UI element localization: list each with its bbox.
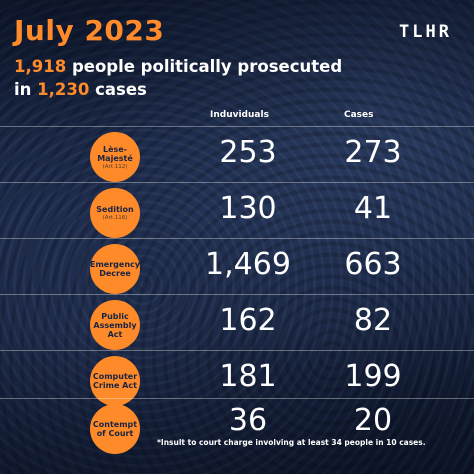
cases-value: 82 [353, 303, 393, 338]
row-public-assembly-act: Public Assembly Act 162 82 [0, 294, 474, 350]
individuals-value: 130 [219, 191, 277, 226]
subtitle-people: 1,918 people politically prosecuted [14, 57, 342, 76]
column-header-cases: Cases [344, 110, 374, 120]
category-label: Emergency Decree [90, 260, 140, 278]
subtitle-cases: in 1,230 cases [14, 80, 147, 99]
category-badge: Lèse- Majesté (Art.112) [90, 132, 140, 182]
category-badge: Public Assembly Act [90, 300, 140, 350]
individuals-value: 181 [219, 359, 277, 394]
row-computer-crime-act: Computer Crime Act 181 199 [0, 350, 474, 406]
people-count: 1,918 [14, 57, 67, 76]
category-badge: Sedition (Art.116) [90, 188, 140, 238]
tlhr-logo: TLHR [399, 22, 452, 42]
row-emergency-decree: Emergency Decree 1,469 663 [0, 238, 474, 294]
footnote: *Insult to court charge involving at lea… [157, 438, 426, 447]
individuals-value: 162 [219, 303, 277, 338]
cases-value: 663 [344, 247, 402, 282]
individuals-value: 1,469 [205, 247, 291, 282]
category-article: (Art.116) [102, 215, 128, 221]
page-title: July 2023 [14, 14, 165, 47]
cases-text: cases [89, 80, 147, 99]
row-contempt-of-court: Contempt of Court 36 20 [0, 398, 474, 454]
category-badge: Computer Crime Act [90, 356, 140, 406]
row-lese-majeste: Lèse- Majesté (Art.112) 253 273 [0, 126, 474, 182]
category-label: Sedition [96, 205, 134, 214]
column-header-individuals: Induviduals [210, 110, 269, 120]
cases-value: 273 [344, 135, 402, 170]
people-text: people politically prosecuted [66, 57, 343, 76]
category-article: (Art.112) [102, 163, 128, 170]
cases-value: 199 [344, 359, 402, 394]
category-label: Contempt of Court [92, 420, 138, 438]
category-label: Public Assembly Act [93, 311, 137, 339]
cases-count: 1,230 [37, 80, 90, 99]
cases-value: 20 [353, 403, 393, 438]
category-label: Lèse- Majesté [97, 144, 133, 163]
category-badge: Emergency Decree [90, 244, 140, 294]
individuals-value: 253 [219, 135, 277, 170]
cases-value: 41 [353, 191, 393, 226]
individuals-value: 36 [228, 403, 268, 438]
category-badge: Contempt of Court [90, 404, 140, 454]
cases-prefix: in [14, 80, 38, 99]
category-label: Computer Crime Act [92, 372, 138, 390]
row-sedition: Sedition (Art.116) 130 41 [0, 182, 474, 238]
